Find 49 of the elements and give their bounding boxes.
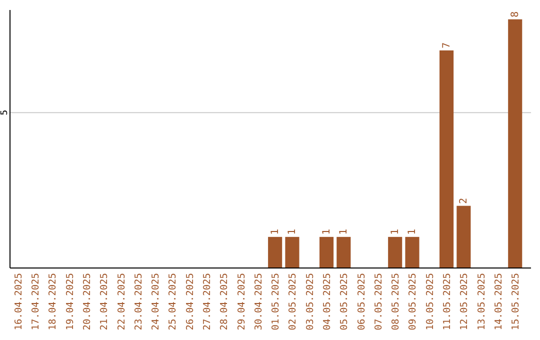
bar — [319, 236, 334, 268]
x-tick-label: 12.05.2025 — [459, 273, 470, 330]
x-tick-label: 08.05.2025 — [390, 273, 402, 330]
x-tick-label: 21.04.2025 — [99, 273, 110, 330]
x-tick-label: 04.05.2025 — [322, 273, 334, 330]
x-tick-label: 09.05.2025 — [408, 273, 419, 330]
x-tick-label: 26.04.2025 — [184, 273, 196, 330]
data-label: 2 — [458, 198, 470, 204]
x-tick-label: 02.05.2025 — [288, 273, 299, 330]
x-tick-label: 13.05.2025 — [476, 273, 488, 330]
x-tick-label: 15.05.2025 — [510, 273, 522, 330]
x-tick-label: 28.04.2025 — [219, 273, 230, 330]
x-tick-label: 16.04.2025 — [13, 273, 24, 330]
x-tick-label: 22.04.2025 — [116, 273, 128, 330]
bar — [440, 50, 454, 268]
y-tick-label: 5 — [0, 110, 10, 116]
bar — [508, 19, 522, 268]
data-label: 1 — [287, 228, 298, 235]
x-tick-label: 07.05.2025 — [373, 273, 384, 330]
data-label: 1 — [390, 228, 402, 235]
x-tick-label: 18.04.2025 — [48, 273, 59, 330]
x-tick-label: 17.04.2025 — [30, 273, 42, 330]
data-label: 1 — [322, 228, 333, 235]
x-tick-label: 14.05.2025 — [493, 273, 504, 330]
x-tick-label: 01.05.2025 — [270, 273, 282, 330]
x-tick-label: 20.04.2025 — [82, 273, 93, 330]
x-tick-label: 03.05.2025 — [304, 273, 316, 330]
bar — [268, 236, 282, 268]
data-label: 7 — [442, 42, 453, 48]
x-tick-label: 29.04.2025 — [236, 273, 248, 330]
x-tick-label: 06.05.2025 — [356, 273, 368, 330]
x-tick-label: 10.05.2025 — [424, 273, 436, 330]
data-label: 1 — [270, 228, 282, 235]
bar — [405, 236, 420, 268]
x-tick-label: 25.04.2025 — [168, 273, 179, 330]
x-tick-label: 24.04.2025 — [150, 273, 162, 330]
x-tick-label: 11.05.2025 — [442, 273, 454, 330]
data-label: 8 — [510, 11, 522, 18]
x-tick-label: 23.04.2025 — [133, 273, 144, 330]
x-tick-label: 27.04.2025 — [202, 273, 213, 330]
bar — [388, 236, 402, 268]
x-tick-label: 30.04.2025 — [253, 273, 264, 330]
x-tick-label: 19.04.2025 — [64, 273, 76, 330]
data-label: 1 — [338, 228, 350, 235]
bar — [456, 206, 471, 268]
data-label: 1 — [407, 228, 418, 235]
x-tick-label: 05.05.2025 — [339, 273, 350, 330]
bar — [336, 236, 351, 268]
bar — [285, 236, 300, 268]
